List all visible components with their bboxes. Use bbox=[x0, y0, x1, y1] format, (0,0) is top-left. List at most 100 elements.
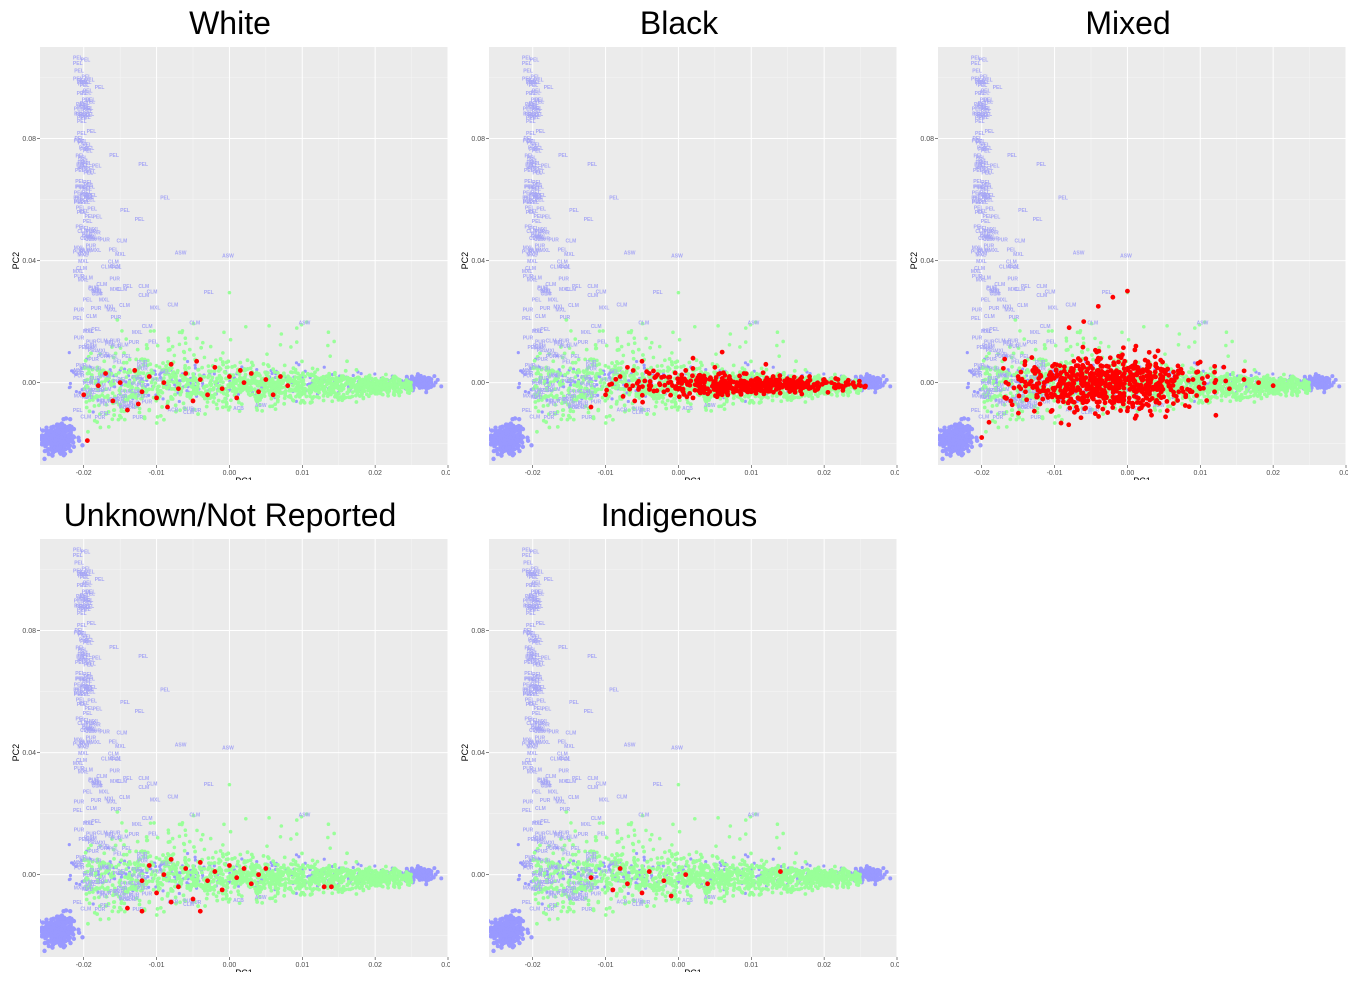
cohort-point bbox=[670, 351, 674, 355]
reference-point bbox=[502, 438, 508, 443]
reference-label: PEL bbox=[160, 196, 170, 202]
reference-point bbox=[422, 381, 427, 386]
cohort-point bbox=[308, 394, 312, 399]
cohort-point bbox=[151, 371, 155, 375]
cohort-point bbox=[172, 353, 177, 358]
cohort-point bbox=[145, 358, 150, 363]
reference-label: PEL bbox=[531, 90, 541, 96]
reference-point bbox=[596, 393, 600, 398]
reference-label: PUR bbox=[525, 363, 536, 369]
reference-point bbox=[61, 417, 66, 422]
cohort-point bbox=[339, 379, 344, 383]
cohort-point bbox=[301, 378, 306, 382]
cohort-point bbox=[326, 377, 330, 382]
cohort-point bbox=[320, 377, 324, 382]
cohort-point bbox=[134, 357, 139, 362]
cohort-point bbox=[119, 366, 124, 371]
reference-label: PEL bbox=[76, 205, 86, 211]
reference-label: PUR bbox=[537, 357, 548, 363]
reference-label: PUR bbox=[632, 407, 643, 413]
cohort-point bbox=[599, 377, 604, 382]
reference-label: CLM bbox=[117, 238, 128, 244]
cohort-point bbox=[138, 379, 142, 384]
reference-label: PUR bbox=[84, 343, 95, 349]
cohort-point bbox=[167, 383, 172, 388]
reference-label: PEL bbox=[562, 360, 572, 366]
reference-label: PEL bbox=[531, 234, 541, 240]
reference-label: PEL bbox=[112, 265, 122, 271]
reference-label: ASW bbox=[704, 403, 716, 409]
cohort-point bbox=[166, 339, 171, 343]
reference-point bbox=[40, 428, 45, 433]
reference-point bbox=[492, 433, 498, 439]
reference-label: CLM bbox=[541, 291, 552, 297]
cohort-point bbox=[382, 382, 387, 387]
cohort-point bbox=[122, 417, 127, 422]
cohort-point bbox=[151, 384, 156, 389]
highlight-point bbox=[690, 355, 696, 361]
cohort-point bbox=[224, 365, 229, 370]
cohort-point bbox=[587, 357, 592, 362]
cohort-point bbox=[243, 372, 248, 377]
reference-label: ASW bbox=[222, 254, 234, 260]
cohort-point bbox=[834, 389, 839, 394]
cohort-point bbox=[106, 424, 111, 429]
reference-point bbox=[568, 383, 572, 387]
reference-label: PEL bbox=[524, 136, 534, 142]
reference-label: PEL bbox=[82, 234, 92, 240]
cohort-point bbox=[759, 400, 763, 404]
cohort-point bbox=[185, 394, 190, 399]
reference-label: MXL bbox=[527, 278, 538, 284]
highlight-point bbox=[135, 401, 141, 407]
cohort-point bbox=[214, 379, 219, 384]
cohort-point bbox=[277, 391, 282, 395]
reference-label: MXL bbox=[541, 289, 552, 295]
reference-point bbox=[483, 427, 487, 431]
reference-point bbox=[40, 434, 42, 439]
reference-label: PEL bbox=[79, 113, 89, 119]
cohort-point bbox=[803, 367, 808, 372]
cohort-point bbox=[111, 355, 116, 360]
reference-label: PUR bbox=[76, 363, 87, 369]
reference-label: PEL bbox=[86, 197, 96, 203]
cohort-point bbox=[597, 329, 602, 333]
reference-label: PEL bbox=[84, 195, 94, 201]
cohort-point bbox=[640, 321, 645, 326]
reference-label: CLM bbox=[579, 389, 590, 395]
reference-label: PEL bbox=[80, 198, 90, 204]
cohort-point bbox=[714, 352, 718, 356]
cohort-point bbox=[288, 393, 293, 398]
highlight-point bbox=[714, 394, 720, 400]
cohort-point bbox=[267, 324, 271, 328]
reference-point bbox=[71, 444, 77, 450]
cohort-point bbox=[632, 341, 637, 346]
cohort-point bbox=[748, 398, 753, 403]
scatter-plot: CLMMXLPURPURMXLPELPURCLMCLMPELPELCLMPURP… bbox=[460, 47, 899, 480]
reference-label: PUR bbox=[540, 236, 551, 242]
highlight-point bbox=[176, 386, 181, 392]
cohort-point bbox=[375, 382, 380, 386]
cohort-point bbox=[600, 395, 605, 400]
reference-label: PEL bbox=[135, 217, 145, 223]
reference-label: PEL bbox=[80, 147, 90, 153]
cohort-point bbox=[131, 380, 136, 385]
reference-point bbox=[607, 375, 612, 380]
reference-point bbox=[555, 354, 559, 358]
cohort-point bbox=[584, 375, 589, 379]
cohort-point bbox=[302, 400, 307, 405]
reference-label: PEL bbox=[532, 109, 542, 115]
highlight-point bbox=[620, 393, 626, 399]
reference-point bbox=[65, 433, 71, 438]
reference-label: MXL bbox=[599, 305, 610, 311]
reference-point bbox=[489, 442, 494, 447]
cohort-point bbox=[270, 404, 275, 409]
reference-label: PEL bbox=[523, 200, 533, 206]
reference-label: PEL bbox=[535, 170, 545, 176]
reference-label: MXL bbox=[110, 287, 121, 293]
reference-label: PEL bbox=[109, 248, 119, 254]
reference-label: PEL bbox=[83, 148, 93, 154]
cohort-point bbox=[367, 373, 372, 378]
reference-label: PEL bbox=[100, 411, 110, 417]
highlight-point bbox=[684, 394, 690, 400]
reference-label: CLM bbox=[96, 282, 107, 288]
